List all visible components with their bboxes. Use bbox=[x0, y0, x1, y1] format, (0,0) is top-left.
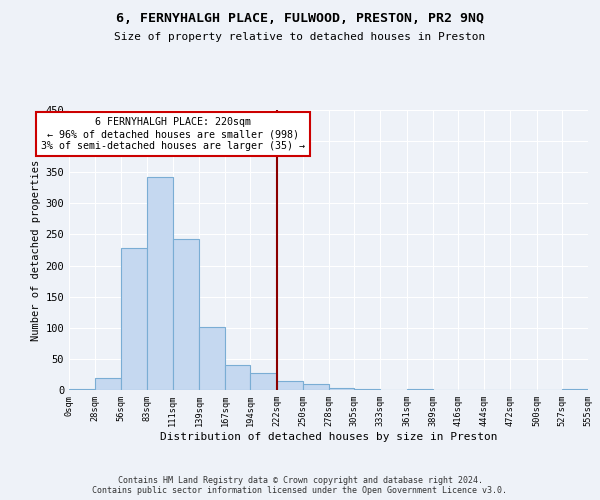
Text: Size of property relative to detached houses in Preston: Size of property relative to detached ho… bbox=[115, 32, 485, 42]
Text: Contains HM Land Registry data © Crown copyright and database right 2024.
Contai: Contains HM Land Registry data © Crown c… bbox=[92, 476, 508, 495]
Bar bbox=[146, 176, 173, 390]
Text: 6, FERNYHALGH PLACE, FULWOOD, PRESTON, PR2 9NQ: 6, FERNYHALGH PLACE, FULWOOD, PRESTON, P… bbox=[116, 12, 484, 26]
Bar bbox=[250, 372, 277, 390]
Bar bbox=[277, 380, 303, 390]
Bar bbox=[199, 327, 225, 390]
Bar bbox=[95, 378, 121, 390]
Bar bbox=[225, 365, 250, 390]
Bar bbox=[69, 389, 95, 390]
Bar bbox=[303, 384, 329, 390]
Bar bbox=[121, 248, 146, 390]
Bar bbox=[329, 388, 354, 390]
Text: 6 FERNYHALGH PLACE: 220sqm
← 96% of detached houses are smaller (998)
3% of semi: 6 FERNYHALGH PLACE: 220sqm ← 96% of deta… bbox=[41, 118, 305, 150]
Bar bbox=[173, 239, 199, 390]
Y-axis label: Number of detached properties: Number of detached properties bbox=[31, 160, 41, 340]
X-axis label: Distribution of detached houses by size in Preston: Distribution of detached houses by size … bbox=[160, 432, 497, 442]
